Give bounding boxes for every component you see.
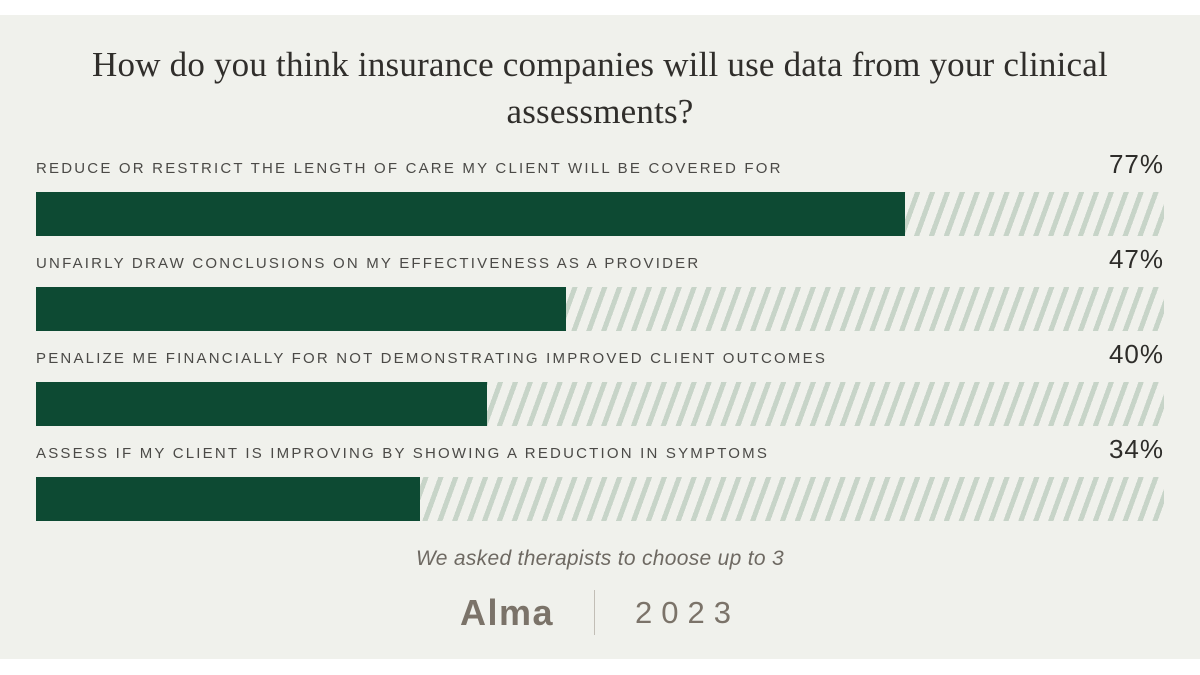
bar-track (36, 477, 1164, 521)
bar-track (36, 382, 1164, 426)
bar-row: ASSESS IF MY CLIENT IS IMPROVING BY SHOW… (36, 434, 1164, 521)
bar-value: 40% (1108, 339, 1164, 369)
bar-row-header: ASSESS IF MY CLIENT IS IMPROVING BY SHOW… (36, 434, 1164, 464)
bar-label: REDUCE OR RESTRICT THE LENGTH OF CARE MY… (36, 160, 783, 177)
bar-track (36, 287, 1164, 331)
year-label: 2023 (635, 594, 740, 630)
bar-fill (36, 477, 420, 521)
bar-value: 77% (1108, 149, 1164, 179)
bar-row-header: PENALIZE ME FINANCIALLY FOR NOT DEMONSTR… (36, 339, 1164, 369)
bar-value: 34% (1108, 434, 1164, 464)
bar-label: PENALIZE ME FINANCIALLY FOR NOT DEMONSTR… (36, 350, 828, 367)
bar-value: 47% (1108, 244, 1164, 274)
bar-row: REDUCE OR RESTRICT THE LENGTH OF CARE MY… (36, 149, 1164, 236)
bar-fill (36, 192, 905, 236)
vertical-divider (594, 590, 596, 635)
bar-fill (36, 287, 567, 331)
bar-row-header: REDUCE OR RESTRICT THE LENGTH OF CARE MY… (36, 149, 1164, 179)
bar-chart: REDUCE OR RESTRICT THE LENGTH OF CARE MY… (36, 149, 1164, 521)
brand-line: Alma 2023 (36, 590, 1164, 635)
bar-fill (36, 382, 488, 426)
chart-title: How do you think insurance companies wil… (92, 45, 1108, 131)
footnote: We asked therapists to choose up to 3 (416, 547, 784, 570)
alma-wordmark: Alma (460, 591, 555, 633)
chart-card: How do you think insurance companies wil… (0, 15, 1200, 659)
bar-row-header: UNFAIRLY DRAW CONCLUSIONS ON MY EFFECTIV… (36, 244, 1164, 274)
bar-track (36, 192, 1164, 236)
bar-row: UNFAIRLY DRAW CONCLUSIONS ON MY EFFECTIV… (36, 244, 1164, 331)
bar-label: ASSESS IF MY CLIENT IS IMPROVING BY SHOW… (36, 445, 770, 462)
bar-label: UNFAIRLY DRAW CONCLUSIONS ON MY EFFECTIV… (36, 255, 701, 272)
bar-row: PENALIZE ME FINANCIALLY FOR NOT DEMONSTR… (36, 339, 1164, 426)
